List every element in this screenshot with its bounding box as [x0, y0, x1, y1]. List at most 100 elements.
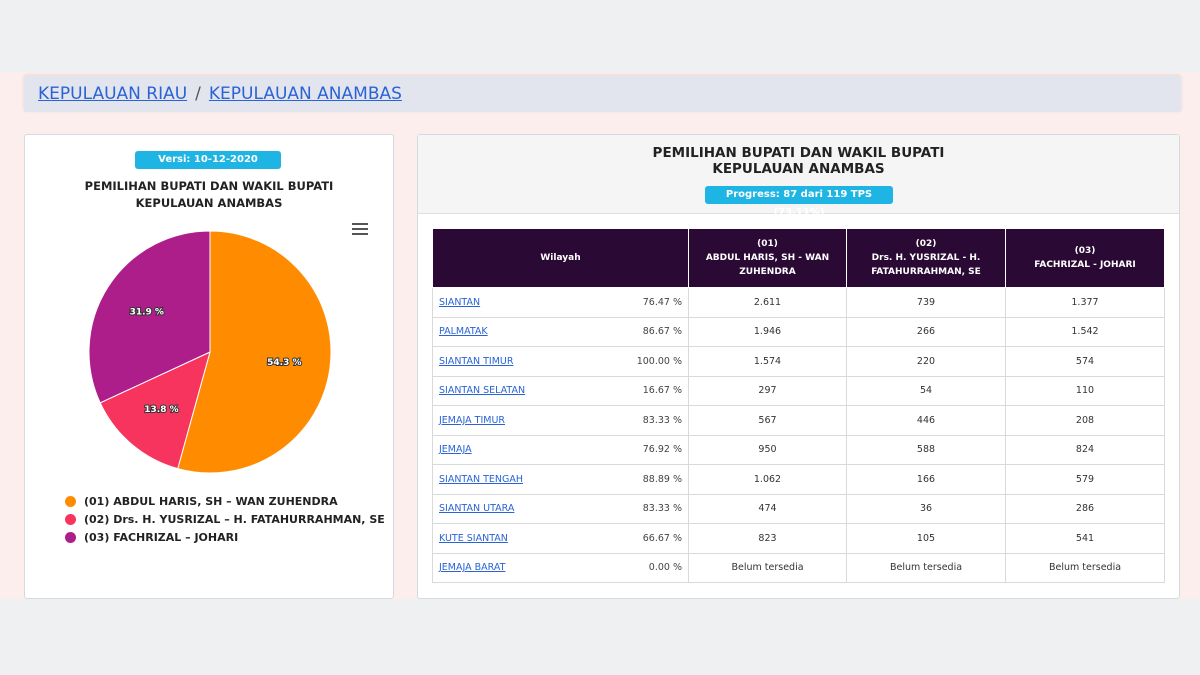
wilayah-progress-percent: 86.67 %	[642, 326, 682, 338]
cell-candidate-1-votes: 474	[688, 493, 847, 524]
cell-candidate-2-votes: 266	[846, 316, 1006, 347]
pie-slice-3[interactable]	[88, 230, 211, 404]
legend-marker	[65, 532, 76, 543]
table-row: SIANTAN SELATAN 16.67 % 297 54 110	[432, 375, 1165, 406]
cell-candidate-2-votes: 54	[846, 375, 1006, 406]
cell-candidate-3-votes: 824	[1005, 434, 1165, 465]
cell-candidate-3-votes: 286	[1005, 493, 1165, 524]
pie-chart-svg: 54.3 % 13.8 % 31.9 %	[88, 230, 332, 474]
wilayah-link[interactable]: SIANTAN TIMUR	[439, 355, 514, 367]
cell-candidate-2-votes: 105	[846, 523, 1006, 554]
table-row: JEMAJA 76.92 % 950 588 824	[432, 434, 1165, 465]
cell-candidate-1-votes: 823	[688, 523, 847, 554]
cell-candidate-3-votes: 1.377	[1005, 287, 1165, 318]
wilayah-progress-percent: 100.00 %	[636, 355, 682, 367]
header-candidate-3: (03) FACHRIZAL - JOHARI	[1005, 228, 1165, 288]
cell-candidate-3-votes: 1.542	[1005, 316, 1165, 347]
table-header-row: Wilayah (01) ABDUL HARIS, SH - WAN ZUHEN…	[432, 228, 1165, 288]
wilayah-progress-percent: 76.92 %	[642, 444, 682, 456]
legend-label: (01) ABDUL HARIS, SH – WAN ZUHENDRA	[84, 495, 338, 508]
breadcrumb-link-province[interactable]: KEPULAUAN RIAU	[38, 84, 188, 104]
wilayah-link[interactable]: JEMAJA TIMUR	[439, 414, 506, 426]
pie-slice-1[interactable]	[177, 230, 332, 474]
wilayah-link[interactable]: SIANTAN UTARA	[439, 503, 515, 515]
wilayah-progress-percent: 16.67 %	[642, 385, 682, 397]
cell-candidate-2-votes: 446	[846, 405, 1006, 436]
wilayah-link[interactable]: KUTE SIANTAN	[439, 532, 508, 544]
wilayah-link[interactable]: JEMAJA BARAT	[439, 562, 506, 574]
header-candidate-2-number: (02)	[915, 239, 937, 249]
breadcrumb: KEPULAUAN RIAU / KEPULAUAN ANAMBAS	[24, 76, 1181, 112]
cell-candidate-2-votes: 166	[846, 464, 1006, 495]
wilayah-link[interactable]: JEMAJA	[439, 444, 472, 456]
cell-candidate-1-votes: 1.062	[688, 464, 847, 495]
progress-badge: Progress: 87 dari 119 TPS (73.11%)	[705, 186, 893, 218]
wilayah-progress-percent: 83.33 %	[642, 414, 682, 426]
header-candidate-2: (02) Drs. H. YUSRIZAL - H. FATAHURRAHMAN…	[846, 228, 1006, 288]
cell-wilayah: SIANTAN SELATAN 16.67 %	[432, 375, 689, 406]
version-badge: Versi: 10-12-2020 21:38:27	[135, 151, 281, 183]
cell-candidate-3-votes: Belum tersedia	[1005, 552, 1165, 583]
pie-slice-label-3: 31.9 %	[130, 308, 164, 318]
cell-candidate-2-votes: 588	[846, 434, 1006, 465]
cell-wilayah: JEMAJA BARAT 0.00 %	[432, 552, 689, 583]
header-candidate-2-name: Drs. H. YUSRIZAL - H. FATAHURRAHMAN, SE	[871, 253, 981, 277]
wilayah-link[interactable]: SIANTAN	[439, 296, 481, 308]
pie-slice-2[interactable]	[99, 351, 211, 470]
header-candidate-1-number: (01)	[757, 239, 778, 249]
header-candidate-3-number: (03)	[1074, 246, 1096, 256]
legend-marker	[65, 514, 76, 525]
table-row: PALMATAK 86.67 % 1.946 266 1.542	[432, 316, 1165, 347]
chart-card: Versi: 10-12-2020 21:38:27 PEMILIHAN BUP…	[24, 134, 394, 599]
cell-candidate-3-votes: 541	[1005, 523, 1165, 554]
cell-candidate-3-votes: 110	[1005, 375, 1165, 406]
cell-candidate-3-votes: 579	[1005, 464, 1165, 495]
legend-item[interactable]: (01) ABDUL HARIS, SH – WAN ZUHENDRA	[65, 495, 385, 508]
cell-candidate-1-votes: 567	[688, 405, 847, 436]
legend-item[interactable]: (03) FACHRIZAL – JOHARI	[65, 531, 385, 544]
cell-wilayah: KUTE SIANTAN 66.67 %	[432, 523, 689, 554]
wilayah-link[interactable]: SIANTAN SELATAN	[439, 385, 526, 397]
cell-wilayah: JEMAJA TIMUR 83.33 %	[432, 405, 689, 436]
results-card: PEMILIHAN BUPATI DAN WAKIL BUPATI KEPULA…	[417, 134, 1180, 599]
cell-wilayah: SIANTAN UTARA 83.33 %	[432, 493, 689, 524]
header-candidate-1: (01) ABDUL HARIS, SH - WAN ZUHENDRA	[688, 228, 847, 288]
cell-candidate-3-votes: 208	[1005, 405, 1165, 436]
chart-legend: (01) ABDUL HARIS, SH – WAN ZUHENDRA (02) …	[65, 495, 385, 549]
cell-candidate-3-votes: 574	[1005, 346, 1165, 377]
breadcrumb-separator: /	[195, 84, 201, 104]
cell-candidate-1-votes: 950	[688, 434, 847, 465]
legend-label: (03) FACHRIZAL – JOHARI	[84, 531, 239, 544]
results-table: Wilayah (01) ABDUL HARIS, SH - WAN ZUHEN…	[432, 228, 1165, 583]
pie-chart: 54.3 % 13.8 % 31.9 %	[85, 227, 335, 477]
cell-candidate-2-votes: 739	[846, 287, 1006, 318]
cell-candidate-1-votes: Belum tersedia	[688, 552, 847, 583]
table-row: KUTE SIANTAN 66.67 % 823 105 541	[432, 523, 1165, 554]
table-row: SIANTAN TENGAH 88.89 % 1.062 166 579	[432, 464, 1165, 495]
cell-candidate-1-votes: 1.946	[688, 316, 847, 347]
wilayah-link[interactable]: PALMATAK	[439, 326, 488, 338]
pie-slice-label-2: 13.8 %	[144, 405, 178, 415]
cell-wilayah: JEMAJA 76.92 %	[432, 434, 689, 465]
legend-item[interactable]: (02) Drs. H. YUSRIZAL – H. FATAHURRAHMAN…	[65, 513, 385, 526]
wilayah-progress-percent: 66.67 %	[642, 532, 682, 544]
cell-wilayah: SIANTAN TENGAH 88.89 %	[432, 464, 689, 495]
chart-title-line2: KEPULAUAN ANAMBAS	[135, 196, 283, 210]
wilayah-progress-percent: 83.33 %	[642, 503, 682, 515]
legend-marker	[65, 496, 76, 507]
cell-candidate-2-votes: 36	[846, 493, 1006, 524]
table-row: JEMAJA BARAT 0.00 % Belum tersedia Belum te…	[432, 552, 1165, 583]
cell-candidate-1-votes: 1.574	[688, 346, 847, 377]
table-row: SIANTAN TIMUR 100.00 % 1.574 220 574	[432, 346, 1165, 377]
wilayah-link[interactable]: SIANTAN TENGAH	[439, 473, 524, 485]
cell-wilayah: SIANTAN 76.47 %	[432, 287, 689, 318]
pie-slice-label-1: 54.3 %	[267, 358, 301, 368]
results-header: PEMILIHAN BUPATI DAN WAKIL BUPATI KEPULA…	[418, 135, 1179, 218]
header-candidate-3-name: FACHRIZAL - JOHARI	[1034, 260, 1136, 270]
breadcrumb-link-regency[interactable]: KEPULAUAN ANAMBAS	[208, 84, 402, 104]
cell-wilayah: SIANTAN TIMUR 100.00 %	[432, 346, 689, 377]
results-title-line2: KEPULAUAN ANAMBAS	[712, 161, 885, 177]
cell-candidate-1-votes: 2.611	[688, 287, 847, 318]
results-title: PEMILIHAN BUPATI DAN WAKIL BUPATI KEPULA…	[418, 145, 1179, 177]
hamburger-menu-icon[interactable]	[352, 223, 368, 237]
